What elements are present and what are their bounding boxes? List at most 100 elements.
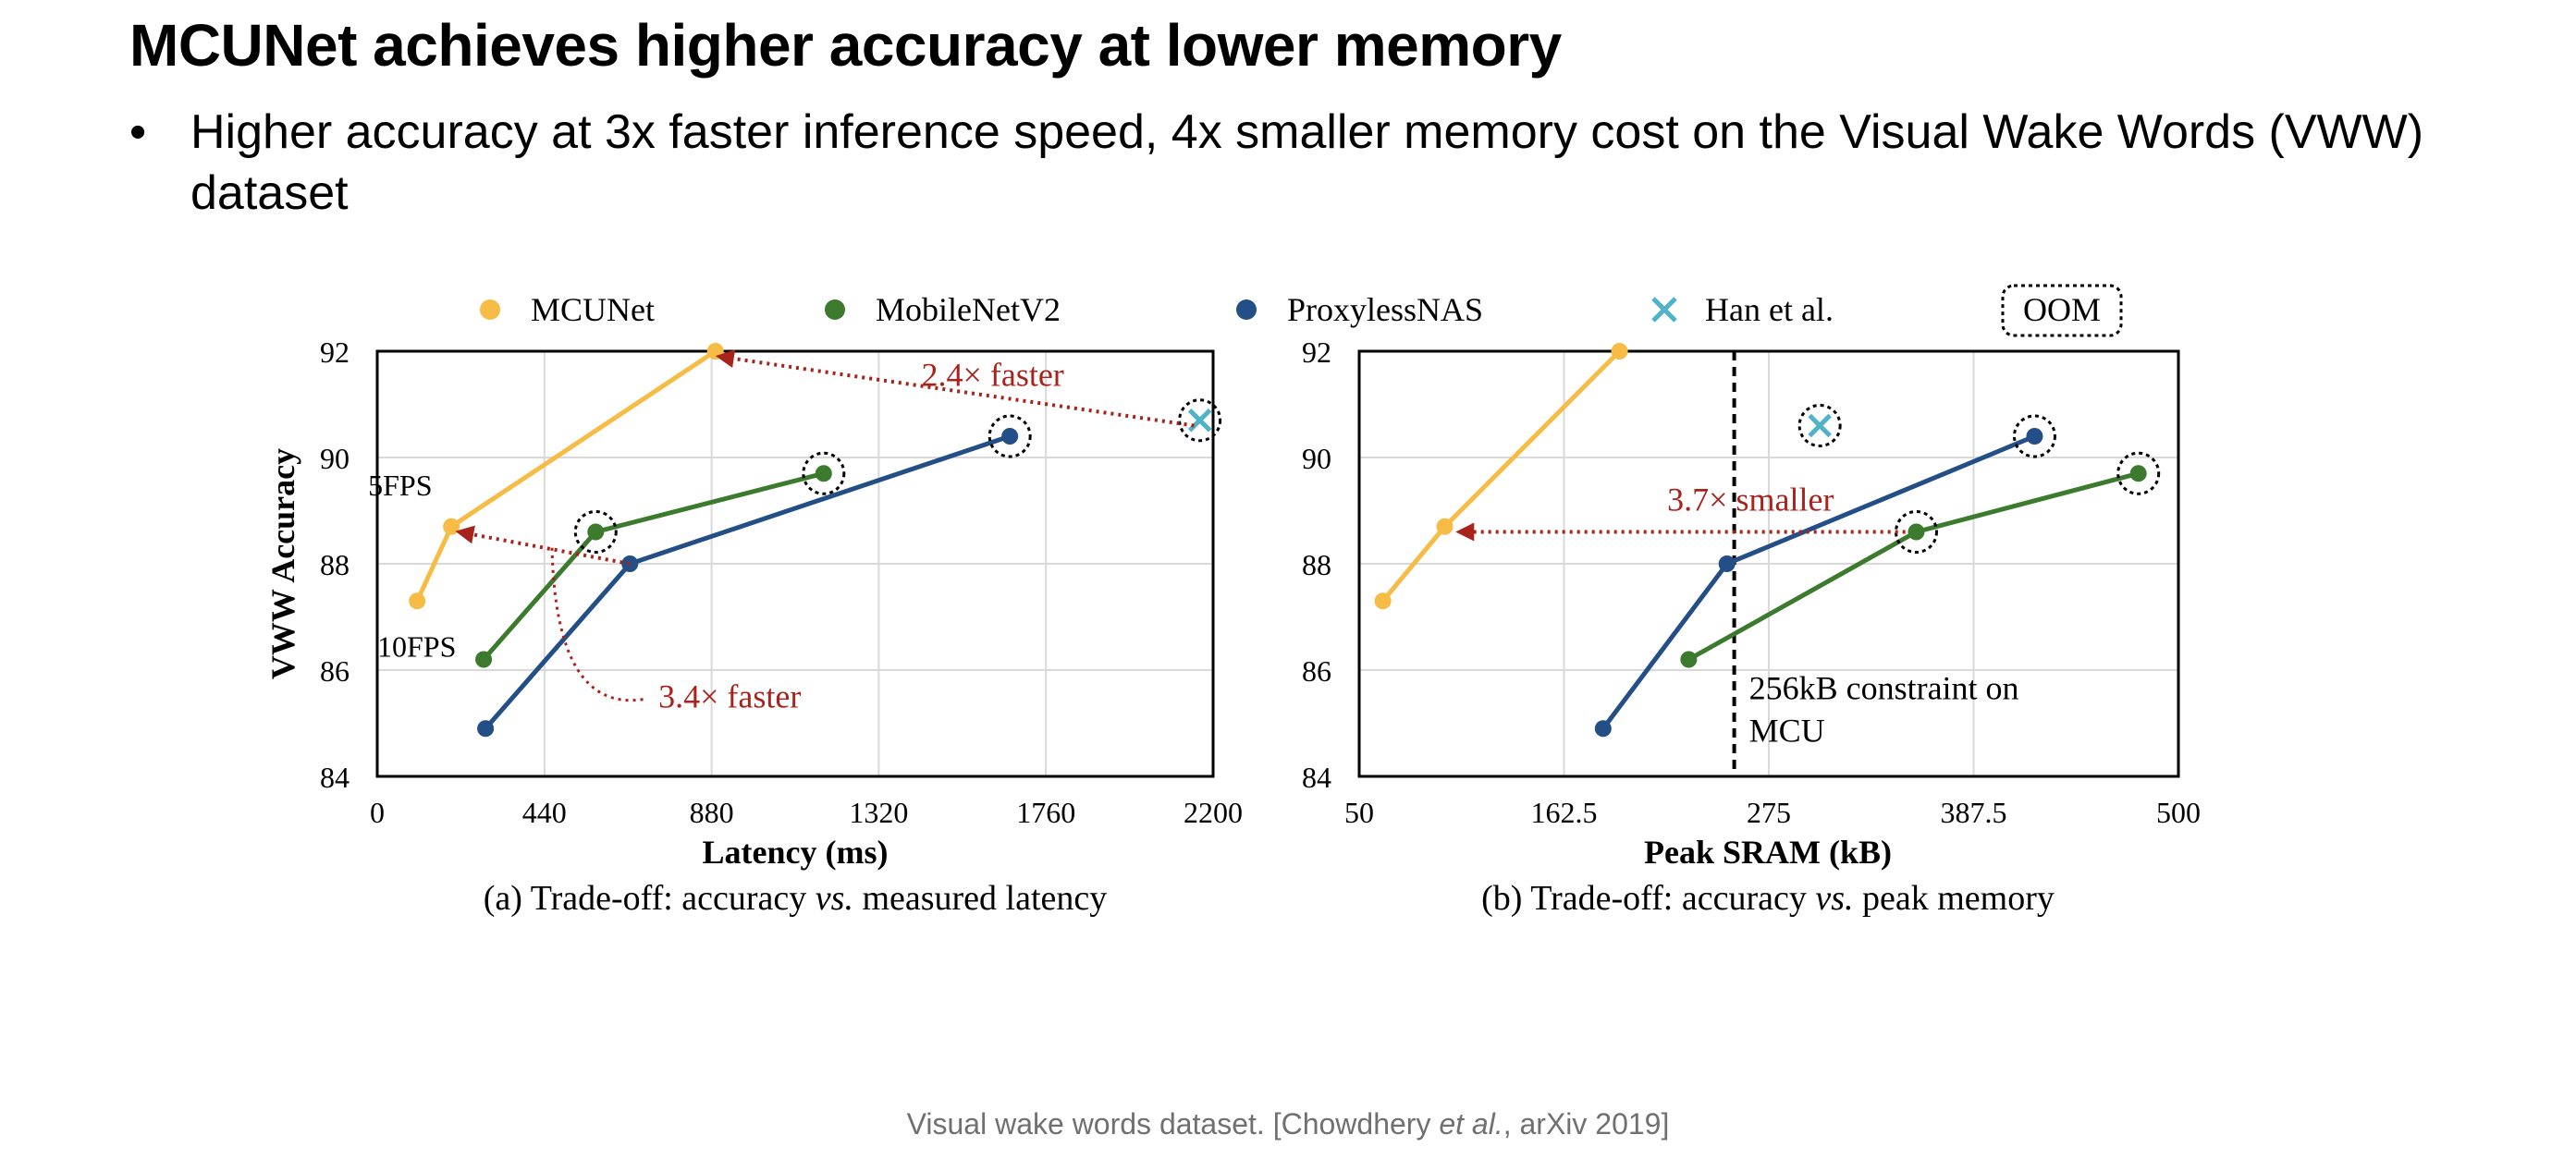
data-point-mcunet — [409, 592, 426, 610]
legend-marker-oom-box — [2001, 284, 2123, 337]
x-axis-label: Latency (ms) — [703, 834, 889, 871]
oom-marker — [1894, 510, 1938, 554]
legend-marker-han-et-al — [1651, 297, 1677, 323]
y-tick-label: 92 — [320, 336, 350, 369]
y-tick-label: 86 — [1302, 654, 1331, 688]
x-tick-label: 50 — [1344, 796, 1374, 829]
y-tick-label: 88 — [320, 548, 350, 581]
annotation-2-4x-faster: 2.4× faster — [922, 356, 1064, 393]
legend-label-mcunet: MCUNet — [531, 291, 655, 328]
data-point-mcunet — [1436, 518, 1454, 535]
x-tick-label: 162.5 — [1531, 796, 1598, 829]
data-point-han-et-al — [1808, 413, 1832, 438]
x-tick-label: 440 — [522, 796, 567, 829]
annotation-5fps: 5FPS — [368, 469, 432, 502]
plot-frame — [1357, 349, 2180, 778]
caption-part: (a) Trade-off: accuracy — [484, 879, 816, 918]
chart-latency: 84 86 88 90 92 0 440 880 1320 1760 2200 5FPS 10FPS 2.… — [264, 336, 1243, 918]
annotation-3-4x-faster: 3.4× faster — [658, 677, 801, 714]
oom-marker — [1797, 404, 1842, 447]
y-axis-label: VWW Accuracy — [264, 448, 301, 679]
cross-stroke — [1808, 413, 1832, 438]
oom-marker — [2012, 414, 2056, 458]
x-tick-label: 0 — [370, 796, 385, 829]
data-point-mcunet — [443, 518, 460, 535]
data-point-proxylessnas — [1594, 720, 1612, 738]
chart-peak-sram: 84 86 88 90 92 50 162.5 275 387.5 500 256kB constr… — [1302, 336, 2201, 918]
bullet-text: Higher accuracy at 3x faster inference s… — [190, 105, 2424, 220]
citation-pre: Visual wake words dataset. [Chowdhery — [906, 1107, 1440, 1141]
x-tick-label: 500 — [2156, 796, 2201, 829]
y-tick-label: 90 — [320, 442, 350, 475]
oom-marker — [802, 451, 846, 495]
legend-marker-mcunet — [480, 299, 500, 320]
data-point-mobilenetv2 — [2129, 465, 2147, 482]
y-tick-label: 92 — [1302, 336, 1331, 369]
legend-marker-proxylessnas — [1236, 299, 1257, 320]
constraint-label-line2: MCU — [1749, 713, 1825, 750]
legend-label-oom: OOM — [2023, 291, 2101, 328]
data-point-mcunet — [1611, 343, 1628, 360]
oom-marker — [1178, 398, 1222, 443]
y-tick-label: 88 — [1302, 548, 1331, 581]
data-point-mobilenetv2 — [815, 465, 832, 482]
legend-item-han-et-al: Han et al. — [1651, 291, 1834, 328]
oom-marker — [2116, 451, 2161, 495]
series-han-et-al — [1797, 404, 1842, 447]
oom-marker — [573, 510, 618, 554]
chart-caption: (b) Trade-off: accuracy vs. peak memory — [1481, 879, 2055, 918]
legend-item-proxylessnas: ProxylessNAS — [1236, 291, 1483, 328]
series-proxylessnas — [1594, 414, 2056, 738]
caption-part-italic: vs. — [1815, 879, 1853, 918]
x-axis-label: Peak SRAM (kB) — [1644, 834, 1892, 871]
data-point-proxylessnas — [1001, 428, 1019, 445]
legend-item-mobilenetv2: MobileNetV2 — [825, 291, 1061, 328]
data-point-proxylessnas — [1718, 555, 1736, 572]
bullet-marker: • — [129, 105, 147, 159]
x-tick-label: 1320 — [849, 796, 908, 829]
data-point-proxylessnas — [2026, 428, 2043, 445]
x-tick-label: 1760 — [1016, 796, 1075, 829]
citation: Visual wake words dataset. [Chowdhery et… — [0, 1107, 2576, 1141]
citation-post: , arXiv 2019] — [1503, 1107, 1670, 1141]
caption-part-italic: vs. — [816, 879, 853, 918]
annotation-3-7x-smaller: 3.7× smaller — [1667, 482, 1834, 518]
y-tick-label: 84 — [320, 761, 350, 794]
data-point-mcunet — [706, 343, 724, 360]
legend-label-mobilenetv2: MobileNetV2 — [876, 291, 1061, 328]
constraint-label-line1: 256kB constraint on — [1749, 670, 2019, 707]
series-mobilenetv2 — [1680, 451, 2161, 668]
annotation-10fps: 10FPS — [377, 629, 456, 663]
slide-title: MCUNet achieves higher accuracy at lower… — [129, 12, 1562, 79]
y-tick-label: 86 — [320, 654, 350, 688]
y-tick-label: 90 — [1302, 442, 1331, 475]
series-line-mobilenetv2 — [482, 470, 825, 662]
legend-marker-mobilenetv2 — [825, 299, 845, 320]
caption-part: peak memory — [1854, 879, 2055, 918]
series-mcunet — [1374, 343, 1628, 610]
cross-stroke — [1651, 297, 1677, 323]
series-mobilenetv2 — [475, 451, 846, 668]
legend-label-proxylessnas: ProxylessNAS — [1287, 291, 1483, 328]
x-tick-label: 275 — [1747, 796, 1791, 829]
speedup-arrow — [715, 349, 1195, 428]
data-point-mobilenetv2 — [1907, 523, 1925, 541]
data-point-mobilenetv2 — [1680, 651, 1698, 668]
data-point-proxylessnas — [477, 720, 495, 738]
chart-legend: MCUNet MobileNetV2 ProxylessNAS Han et al. O… — [480, 284, 2123, 337]
data-point-han-et-al — [1187, 408, 1212, 433]
plot-frame — [375, 349, 1215, 778]
series-mcunet — [409, 343, 724, 610]
legend-item-oom: OOM — [2001, 284, 2123, 337]
data-point-mcunet — [1374, 592, 1392, 610]
chart-caption: (a) Trade-off: accuracy vs. measured lat… — [484, 879, 1108, 918]
x-tick-label: 387.5 — [1941, 796, 2007, 829]
caption-part: measured latency — [853, 879, 1107, 918]
legend-label-han-et-al: Han et al. — [1705, 291, 1834, 328]
y-tick-label: 84 — [1302, 761, 1331, 794]
legend-item-mcunet: MCUNet — [480, 291, 655, 328]
caption-part: (b) Trade-off: accuracy — [1481, 879, 1815, 918]
oom-marker — [987, 414, 1032, 458]
x-tick-label: 2200 — [1184, 796, 1243, 829]
